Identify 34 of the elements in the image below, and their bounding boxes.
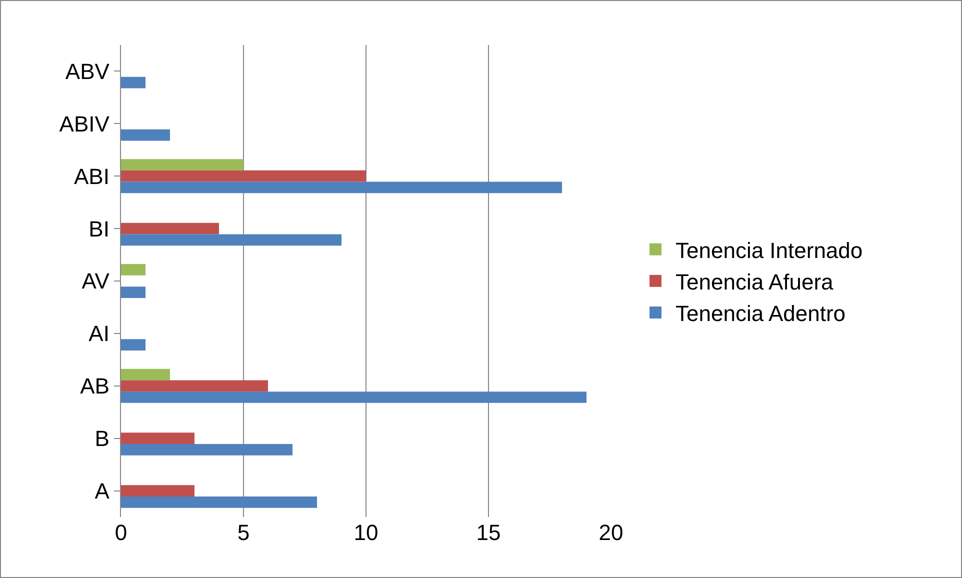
bar (121, 76, 146, 88)
y-tick-label: AB (80, 374, 110, 399)
bar (121, 432, 194, 444)
bar (121, 380, 268, 392)
bar (121, 129, 170, 141)
bar (121, 222, 219, 234)
x-tick-label: 20 (598, 520, 624, 545)
legend-label: Tenencia Internado (676, 238, 863, 263)
bar (121, 264, 146, 276)
bar (121, 392, 586, 403)
bar (121, 234, 342, 246)
x-tick-label: 5 (237, 520, 250, 545)
y-tick-label: ABIV (59, 111, 110, 136)
bar (121, 170, 366, 182)
y-tick-label: ABI (74, 164, 110, 189)
bar (121, 496, 317, 508)
x-tick-label: 0 (114, 520, 128, 545)
legend-label: Tenencia Afuera (676, 269, 834, 294)
bar (121, 286, 146, 298)
legend-label: Tenencia Adentro (676, 301, 846, 326)
bar (121, 368, 170, 380)
y-tick-label: ABV (65, 58, 110, 84)
y-tick-label: AV (82, 268, 110, 294)
y-tick-label: BI (88, 216, 110, 242)
y-tick-label: A (94, 478, 110, 504)
x-tick-label: 10 (354, 520, 378, 545)
bar (121, 182, 562, 194)
bar (121, 159, 244, 170)
x-tick-label: 15 (476, 520, 501, 545)
y-tick-label: B (94, 426, 110, 452)
bar (121, 485, 194, 496)
y-tick-label: AI (88, 321, 110, 346)
bar (121, 444, 292, 456)
bar (121, 339, 146, 350)
